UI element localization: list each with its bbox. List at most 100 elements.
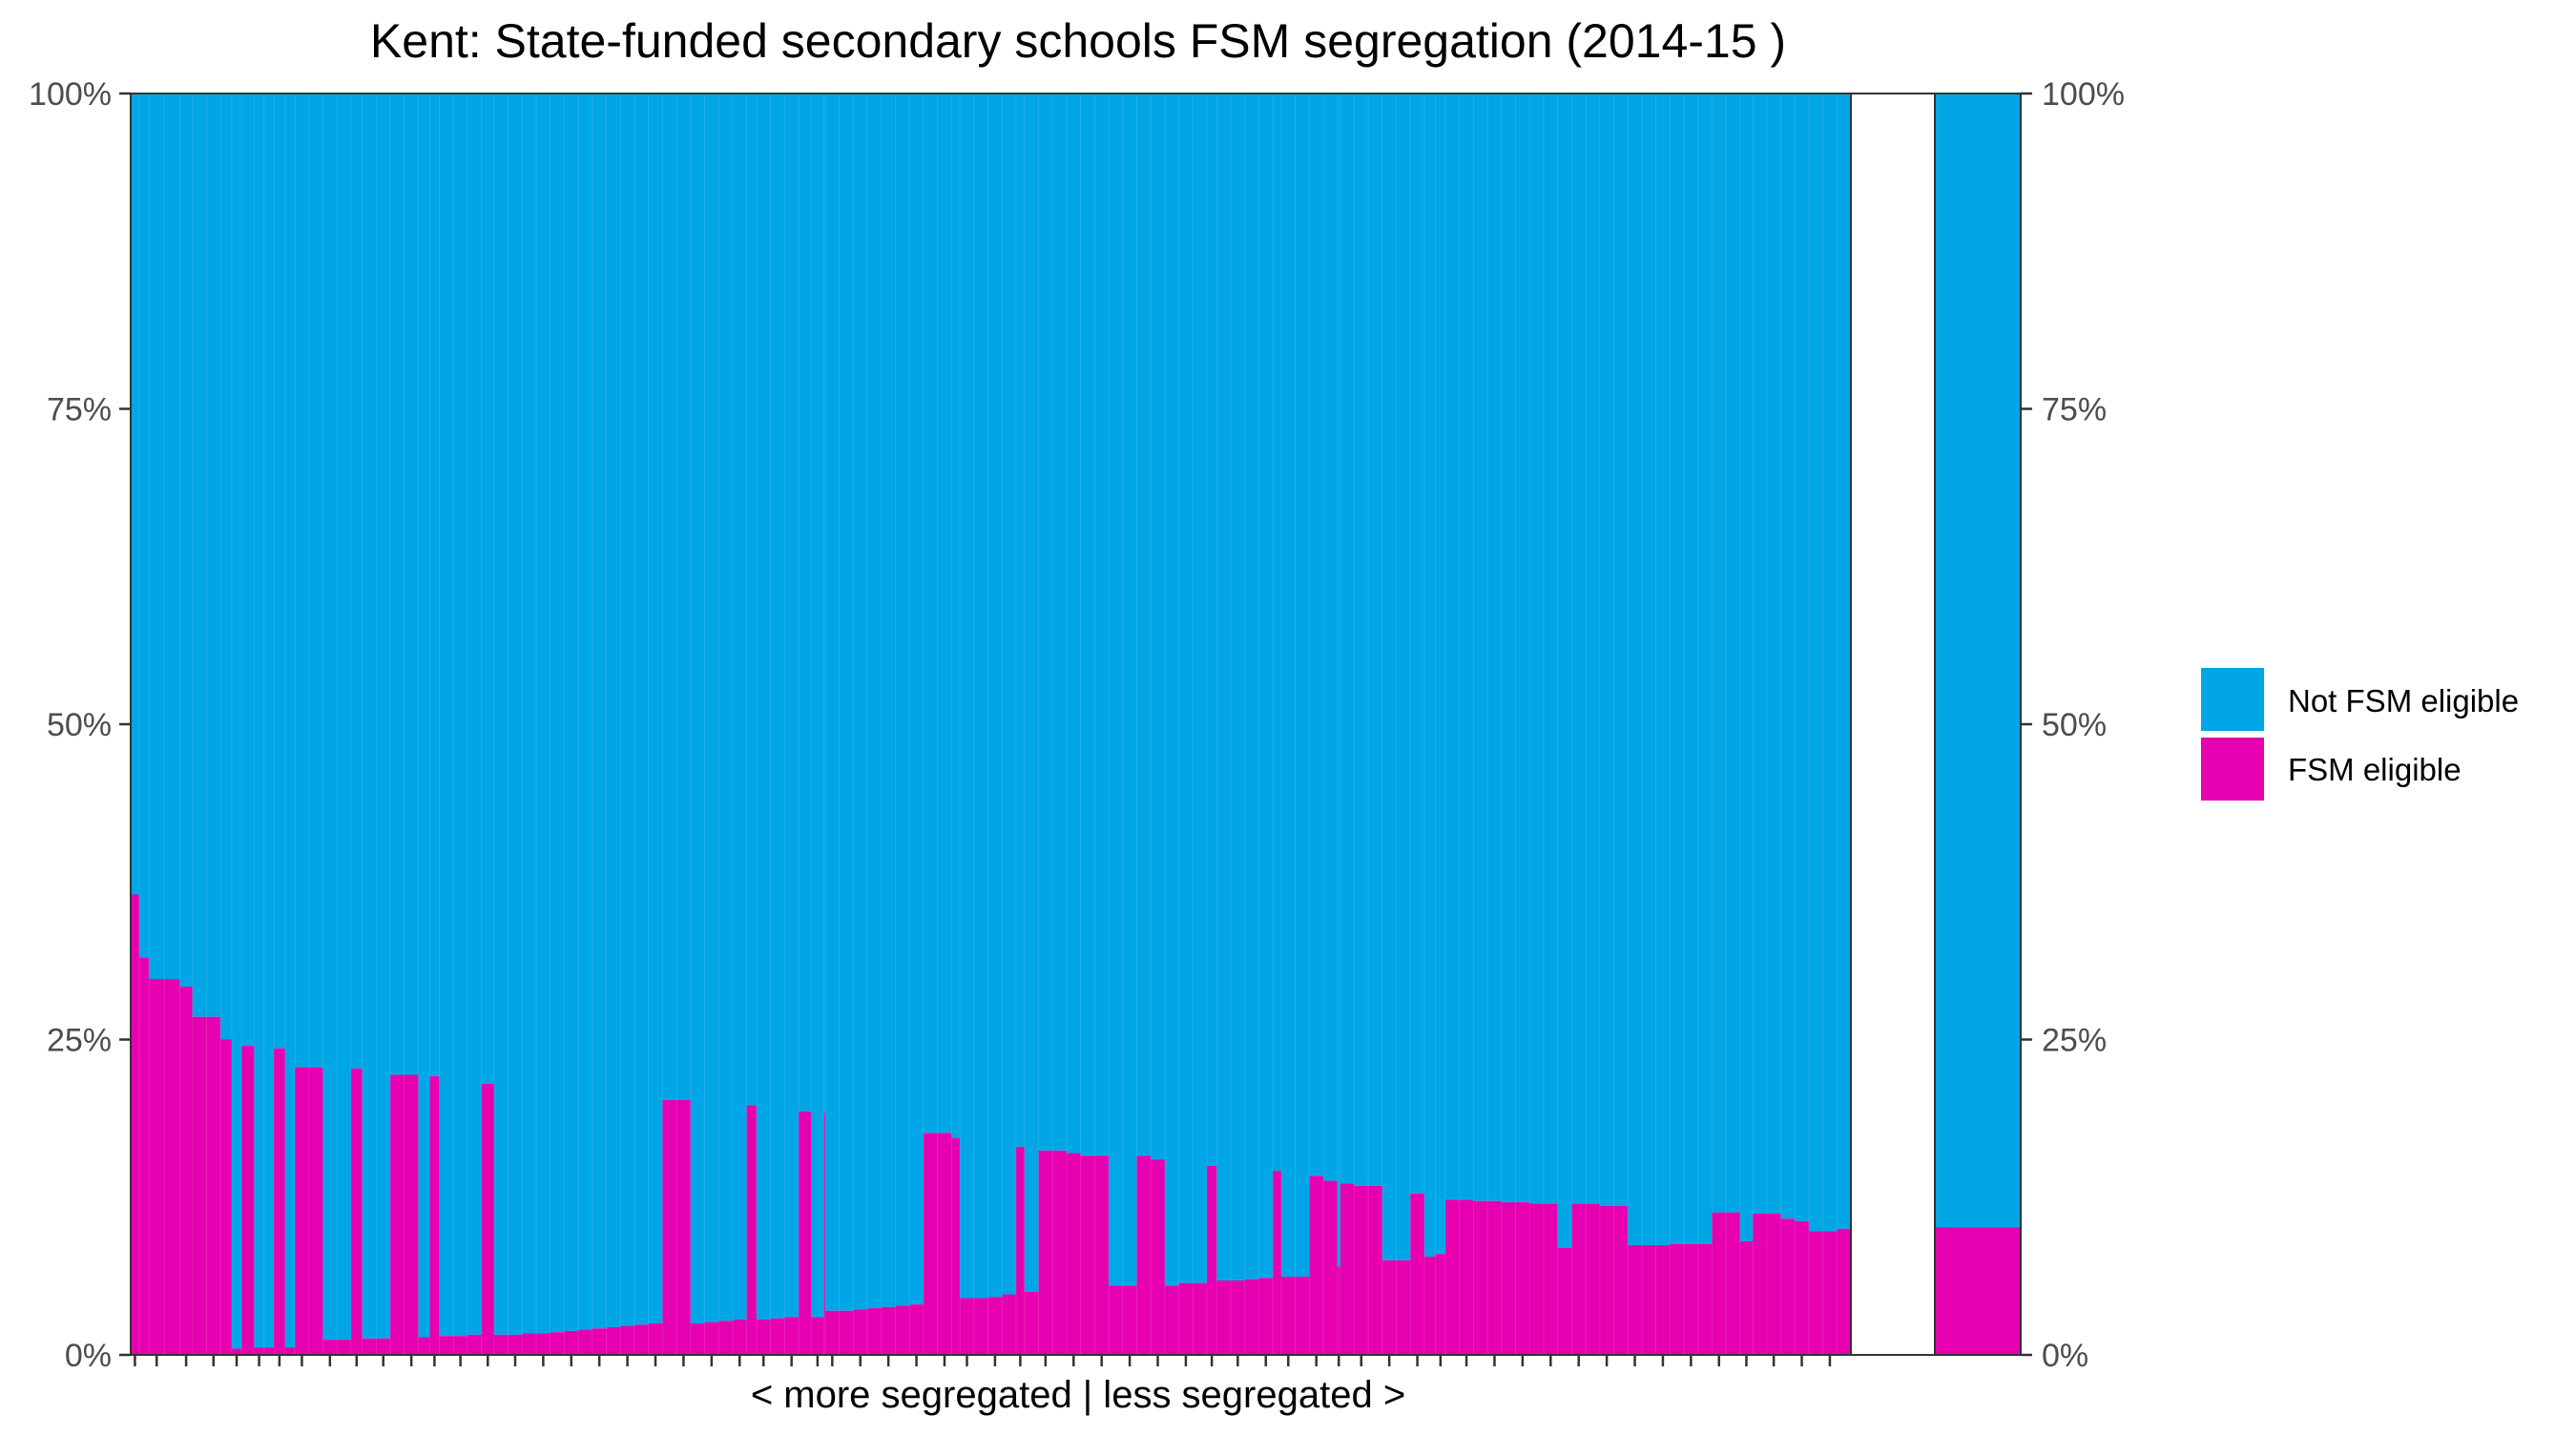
bar-fsm — [732, 1319, 747, 1355]
bar-fsm — [909, 1304, 924, 1355]
bar-fsm — [1795, 1220, 1810, 1355]
bar-not-fsm — [1354, 94, 1369, 1186]
bar-fsm — [350, 1068, 363, 1355]
bar-not-fsm — [362, 94, 377, 1339]
bar-not-fsm — [867, 94, 883, 1309]
bar-fsm — [1015, 1146, 1026, 1355]
bar-fsm — [220, 1039, 233, 1355]
bar-fsm — [1295, 1277, 1310, 1355]
bar-fsm — [1586, 1203, 1601, 1355]
bar-not-fsm — [756, 94, 771, 1320]
bar-not-fsm — [295, 94, 310, 1068]
bar-not-fsm — [467, 94, 482, 1335]
bar-fsm — [1739, 1241, 1754, 1355]
bar-not-fsm — [1164, 94, 1179, 1286]
bar-not-fsm — [1515, 94, 1530, 1203]
bar-not-fsm — [951, 94, 961, 1138]
bar-not-fsm — [606, 94, 621, 1327]
bar-fsm — [522, 1333, 537, 1355]
bar-fsm — [592, 1328, 607, 1355]
bar-fsm — [206, 1016, 221, 1355]
bar-not-fsm — [690, 94, 705, 1323]
gap-panel — [1850, 93, 1936, 1356]
bar-not-fsm — [1822, 94, 1838, 1232]
bar-not-fsm — [1473, 94, 1488, 1201]
bar-not-fsm — [1641, 94, 1656, 1245]
bar-fsm — [1766, 1213, 1781, 1355]
bar-not-fsm — [179, 94, 194, 987]
bar-not-fsm — [138, 94, 150, 958]
bar-not-fsm — [1423, 94, 1436, 1257]
bar-fsm — [1459, 1199, 1474, 1355]
bar-fsm — [362, 1338, 377, 1355]
bar-fsm — [1164, 1285, 1179, 1355]
bar-not-fsm — [1052, 94, 1068, 1151]
bar-fsm — [429, 1075, 440, 1355]
bar-not-fsm — [1683, 94, 1699, 1244]
bar-not-fsm — [1066, 94, 1081, 1154]
bar-fsm — [1340, 1183, 1355, 1355]
bar-not-fsm — [746, 94, 758, 1106]
bar-not-fsm — [839, 94, 854, 1311]
bar-fsm — [131, 894, 140, 1355]
bar-fsm — [746, 1105, 758, 1355]
bar-fsm — [1837, 1228, 1852, 1355]
bar-not-fsm — [1273, 94, 1282, 1171]
bar-fsm — [1473, 1200, 1488, 1355]
bar-not-fsm — [592, 94, 607, 1329]
bar-fsm — [662, 1099, 677, 1355]
bar-fsm — [937, 1133, 952, 1355]
bar-fsm — [1109, 1285, 1124, 1355]
bar-not-fsm — [493, 94, 509, 1335]
bar-fsm — [1683, 1243, 1699, 1355]
bar-fsm — [390, 1074, 405, 1355]
bar-not-fsm — [1613, 94, 1629, 1207]
bar-fsm — [1066, 1153, 1081, 1355]
bar-fsm — [634, 1324, 649, 1355]
bar-not-fsm — [1712, 94, 1727, 1213]
y-axis-left: 0% 25% 50% 75% 100% — [29, 76, 131, 1374]
bar-fsm — [718, 1321, 734, 1355]
bar-fsm — [1487, 1200, 1503, 1355]
bar-fsm — [295, 1067, 310, 1355]
bar-fsm — [1655, 1244, 1671, 1355]
bar-fsm — [439, 1336, 454, 1355]
bar-not-fsm — [823, 94, 826, 1113]
bar-fsm — [1136, 1155, 1152, 1355]
bar-fsm — [923, 1133, 938, 1355]
bar-fsm — [1697, 1243, 1713, 1355]
bar-fsm — [493, 1334, 509, 1355]
bar-not-fsm — [1599, 94, 1614, 1207]
bar-not-fsm — [164, 94, 180, 980]
bar-not-fsm — [322, 94, 338, 1341]
bar-fsm — [799, 1111, 812, 1355]
bar-not-fsm — [522, 94, 537, 1334]
bar-not-fsm — [453, 94, 468, 1337]
bar-fsm — [564, 1330, 579, 1355]
bar-fsm — [192, 1016, 207, 1355]
bar-not-fsm — [1109, 94, 1124, 1286]
bar-not-fsm — [923, 94, 938, 1134]
bar-fsm — [1323, 1180, 1339, 1355]
x-axis-ticks — [134, 1355, 1832, 1366]
bar-fsm — [1280, 1277, 1296, 1355]
bar-fsm — [322, 1340, 338, 1355]
bar-fsm — [337, 1340, 352, 1355]
bar-fsm — [467, 1334, 482, 1355]
bar-not-fsm — [1410, 94, 1425, 1194]
bar-not-fsm — [1435, 94, 1446, 1255]
y-tick-label-right: 100% — [2042, 76, 2125, 113]
bar-fsm — [1726, 1212, 1741, 1355]
bar-fsm — [1151, 1159, 1166, 1355]
bar-fsm — [1052, 1150, 1068, 1355]
bar-not-fsm — [1670, 94, 1685, 1244]
bar-not-fsm — [1015, 94, 1026, 1147]
bar-fsm — [1309, 1176, 1324, 1355]
bar-fsm — [1808, 1231, 1823, 1355]
bar-not-fsm — [1024, 94, 1039, 1292]
bar-fsm — [1753, 1213, 1768, 1355]
bar-fsm — [960, 1298, 975, 1355]
bar-fsm — [149, 979, 165, 1355]
bar-not-fsm — [1543, 94, 1558, 1204]
overall-bar-fsm — [1935, 1227, 2021, 1355]
